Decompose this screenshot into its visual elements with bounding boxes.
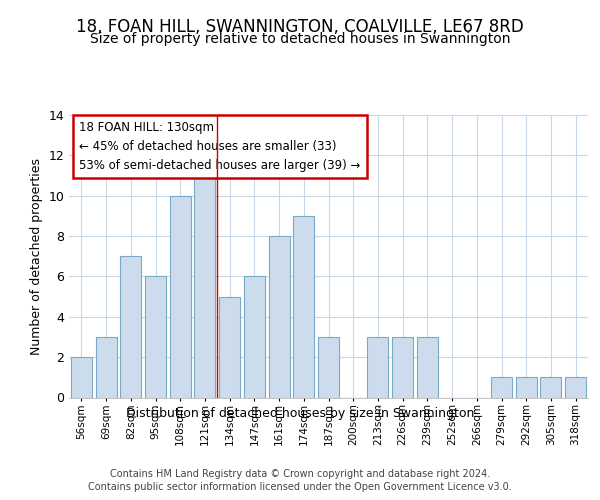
Text: Contains public sector information licensed under the Open Government Licence v3: Contains public sector information licen… [88,482,512,492]
Bar [95,337,116,398]
Bar [120,256,141,398]
Bar [269,236,290,398]
Text: Size of property relative to detached houses in Swannington: Size of property relative to detached ho… [90,32,510,46]
Bar [194,156,215,398]
Bar [293,216,314,398]
Bar [170,196,191,398]
Bar [367,337,388,398]
Bar [392,337,413,398]
Bar [71,357,92,398]
Text: 18, FOAN HILL, SWANNINGTON, COALVILLE, LE67 8RD: 18, FOAN HILL, SWANNINGTON, COALVILLE, L… [76,18,524,36]
Text: Contains HM Land Registry data © Crown copyright and database right 2024.: Contains HM Land Registry data © Crown c… [110,469,490,479]
Bar [417,337,438,398]
Bar [318,337,339,398]
Bar [491,378,512,398]
Bar [565,378,586,398]
Y-axis label: Number of detached properties: Number of detached properties [30,158,43,355]
Bar [541,378,562,398]
Bar [145,276,166,398]
Bar [244,276,265,398]
Text: 18 FOAN HILL: 130sqm
← 45% of detached houses are smaller (33)
53% of semi-detac: 18 FOAN HILL: 130sqm ← 45% of detached h… [79,120,361,172]
Text: Distribution of detached houses by size in Swannington: Distribution of detached houses by size … [126,408,474,420]
Bar [219,296,240,398]
Bar [516,378,537,398]
